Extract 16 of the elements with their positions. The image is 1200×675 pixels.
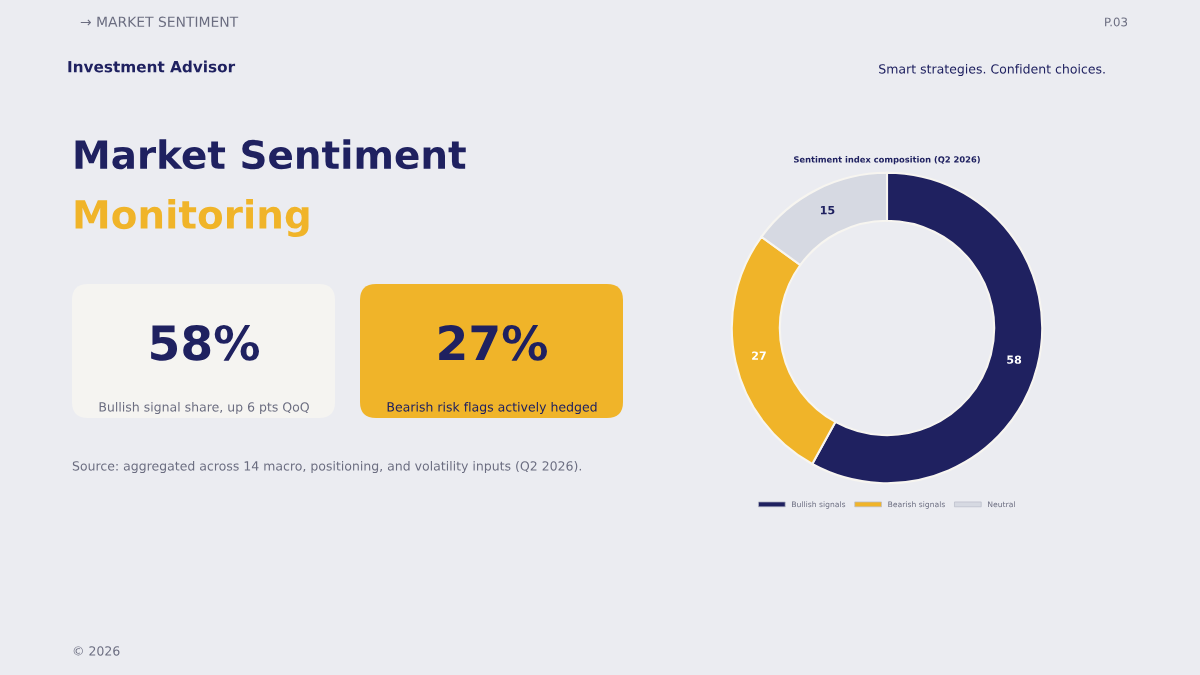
- text: P.03: [1105, 17, 1128, 27]
- source-note: Source: aggregated across 14 macro, positioning, and volatility inputs (Q2 2026).: [72, 460, 581, 474]
- text: → MARKET SENTIMENT: [80, 16, 239, 28]
- chart-title: Sentiment index composition (Q2 2026): [794, 156, 980, 165]
- data-label: 58: [1007, 355, 1022, 364]
- text: Bullish signal share, up 6 pts QoQ: [99, 401, 309, 415]
- text: © 2026: [73, 646, 120, 656]
- text: Investment Advisor: [68, 60, 236, 73]
- data-label: 15: [820, 206, 835, 215]
- text: 58%: [151, 324, 260, 361]
- text: Market Sentiment: [75, 139, 466, 170]
- text: Smart strategies. Confident choices.: [879, 63, 1105, 77]
- data-label: 27: [752, 351, 766, 360]
- text: 27%: [439, 324, 548, 361]
- text: Bearish risk flags actively hedged: [387, 401, 597, 415]
- text: Monitoring: [75, 199, 309, 237]
